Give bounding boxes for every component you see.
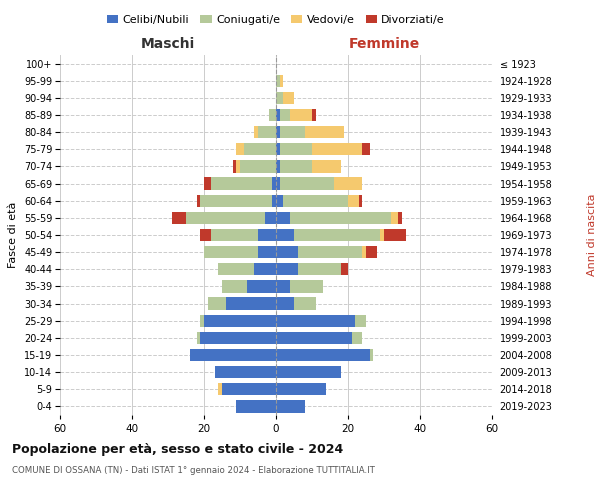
Bar (362, 143, 370, 156)
Bar (233, 160, 236, 172)
Text: Maschi: Maschi (141, 38, 195, 52)
Bar (280, 160, 312, 172)
Bar (276, 400, 305, 412)
Bar (204, 178, 211, 190)
Bar (341, 263, 348, 276)
Bar (258, 246, 276, 258)
Bar (197, 332, 200, 344)
Bar (276, 332, 352, 344)
Bar (200, 314, 204, 327)
Bar (218, 263, 254, 276)
Bar (280, 109, 290, 121)
Bar (391, 212, 398, 224)
Bar (355, 314, 366, 327)
Bar (276, 74, 280, 87)
Bar (290, 280, 323, 292)
Bar (236, 400, 276, 412)
Bar (172, 212, 186, 224)
Bar (370, 349, 373, 361)
Bar (280, 74, 283, 87)
Bar (283, 92, 294, 104)
Bar (290, 212, 391, 224)
Bar (276, 383, 326, 396)
Text: COMUNE DI OSSANA (TN) - Dati ISTAT 1° gennaio 2024 - Elaborazione TUTTITALIA.IT: COMUNE DI OSSANA (TN) - Dati ISTAT 1° ge… (12, 466, 375, 475)
Bar (352, 332, 362, 344)
Bar (208, 298, 226, 310)
Bar (240, 160, 276, 172)
Bar (200, 229, 211, 241)
Bar (276, 349, 370, 361)
Bar (312, 160, 341, 172)
Bar (258, 126, 276, 138)
Legend: Celibi/Nubili, Coniugati/e, Vedovi/e, Divorziati/e: Celibi/Nubili, Coniugati/e, Vedovi/e, Di… (103, 10, 449, 29)
Bar (254, 126, 258, 138)
Bar (236, 160, 240, 172)
Bar (276, 92, 283, 104)
Bar (236, 143, 244, 156)
Bar (244, 143, 276, 156)
Bar (204, 246, 258, 258)
Bar (298, 246, 362, 258)
Bar (280, 126, 305, 138)
Bar (276, 178, 280, 190)
Bar (280, 143, 312, 156)
Bar (348, 194, 359, 207)
Bar (305, 126, 344, 138)
Bar (269, 109, 276, 121)
Bar (247, 280, 276, 292)
Bar (398, 212, 402, 224)
Bar (211, 229, 258, 241)
Bar (276, 263, 298, 276)
Bar (276, 194, 283, 207)
Bar (276, 314, 355, 327)
Bar (312, 143, 362, 156)
Bar (276, 246, 298, 258)
Bar (380, 229, 384, 241)
Bar (276, 229, 294, 241)
Bar (283, 194, 348, 207)
Bar (276, 366, 341, 378)
Bar (272, 178, 276, 190)
Text: Anni di nascita: Anni di nascita (587, 194, 597, 276)
Bar (226, 298, 276, 310)
Bar (276, 280, 290, 292)
Bar (366, 246, 377, 258)
Bar (294, 229, 380, 241)
Text: Femmine: Femmine (349, 38, 419, 52)
Bar (359, 194, 362, 207)
Bar (290, 109, 312, 121)
Bar (298, 263, 341, 276)
Text: Popolazione per età, sesso e stato civile - 2024: Popolazione per età, sesso e stato civil… (12, 442, 343, 456)
Bar (200, 332, 276, 344)
Bar (276, 160, 280, 172)
Bar (222, 383, 276, 396)
Bar (272, 194, 276, 207)
Bar (222, 280, 247, 292)
Bar (312, 109, 316, 121)
Bar (334, 178, 362, 190)
Y-axis label: Fasce di età: Fasce di età (8, 202, 19, 268)
Bar (280, 178, 334, 190)
Bar (258, 229, 276, 241)
Bar (218, 383, 222, 396)
Bar (276, 109, 280, 121)
Bar (265, 212, 276, 224)
Bar (204, 314, 276, 327)
Bar (294, 298, 316, 310)
Bar (276, 126, 280, 138)
Bar (254, 263, 276, 276)
Bar (211, 178, 272, 190)
Bar (276, 143, 280, 156)
Bar (190, 349, 276, 361)
Bar (197, 194, 200, 207)
Bar (276, 212, 290, 224)
Bar (186, 212, 265, 224)
Bar (384, 229, 406, 241)
Bar (200, 194, 272, 207)
Bar (362, 246, 366, 258)
Bar (215, 366, 276, 378)
Bar (276, 298, 294, 310)
